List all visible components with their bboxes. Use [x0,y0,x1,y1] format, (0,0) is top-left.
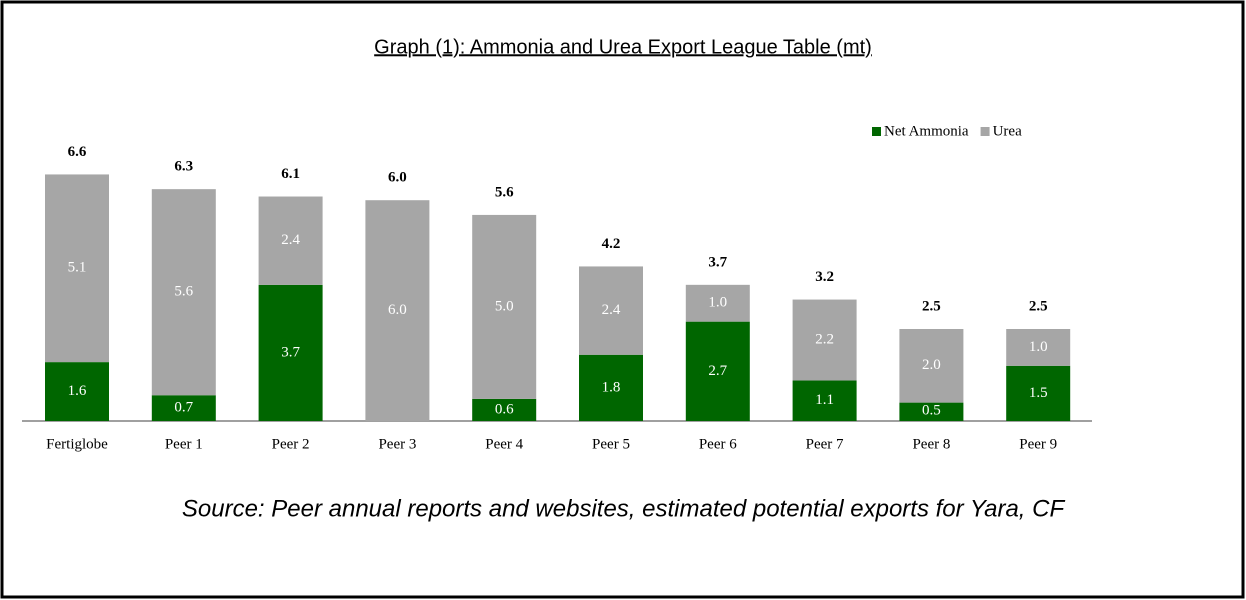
legend-swatch [980,127,990,136]
data-label: 1.0 [708,295,727,311]
bar-segment [151,395,216,421]
total-label: 6.3 [174,159,193,175]
data-label: 1.5 [1029,385,1048,401]
bar-segment [1006,329,1071,366]
data-label: 1.1 [815,392,834,408]
x-tick-label: Peer 4 [485,436,523,452]
data-label: 2.4 [602,302,621,318]
total-label: 3.7 [708,254,727,270]
total-label: 3.2 [815,269,834,285]
data-label: 2.0 [922,357,941,373]
bar-segment [685,284,750,322]
total-label: 6.1 [281,166,300,182]
bar-segment [1006,365,1071,421]
bar-segment [472,214,537,399]
bar-segment [792,380,857,421]
total-label: 6.0 [388,170,407,186]
source-note: Source: Peer annual reports and websites… [182,495,1066,522]
x-tick-label: Peer 5 [592,436,630,452]
bar-segment [365,200,430,421]
bar-segment [258,196,323,285]
bar-segment [258,284,323,421]
bar-segment [899,402,964,421]
total-label: 2.5 [1029,298,1048,314]
data-label: 3.7 [281,344,300,360]
bar-segment [685,321,750,421]
data-label: 0.7 [174,400,193,416]
x-tick-label: Peer 6 [699,436,737,452]
data-label: 5.0 [495,298,514,314]
bar-segment [899,329,964,403]
bar-segment [472,398,537,421]
bar-segment [579,354,643,421]
chart-title: Graph (1): Ammonia and Urea Export Leagu… [374,36,872,58]
x-tick-label: Fertiglobe [46,436,108,452]
data-label: 1.6 [68,383,87,399]
legend-swatch [872,127,881,136]
bar-segment [151,189,216,396]
x-tick-label: Peer 3 [378,436,416,452]
bar-segment [792,299,857,381]
data-label: 2.2 [815,331,834,347]
data-label: 0.6 [495,401,514,417]
legend-label: Urea [993,123,1022,139]
data-label: 2.4 [281,232,300,248]
x-tick-label: Peer 9 [1019,436,1057,452]
data-label: 6.0 [388,302,407,318]
data-label: 1.0 [1029,339,1048,355]
x-tick-label: Peer 7 [806,436,844,452]
bar-segment [45,362,109,421]
data-label: 5.1 [68,260,87,276]
data-label: 2.7 [708,363,727,379]
total-label: 2.5 [922,298,941,314]
x-tick-label: Peer 8 [912,436,950,452]
total-label: 5.6 [495,184,514,200]
total-label: 4.2 [602,236,621,252]
bar-segment [579,266,643,355]
total-label: 6.6 [68,144,87,160]
x-tick-label: Peer 2 [272,436,310,452]
data-label: 5.6 [174,284,193,300]
data-label: 0.5 [922,402,941,418]
x-tick-label: Peer 1 [165,436,203,452]
legend-label: Net Ammonia [884,123,969,139]
bar-segment [45,174,109,363]
data-label: 1.8 [602,379,621,395]
